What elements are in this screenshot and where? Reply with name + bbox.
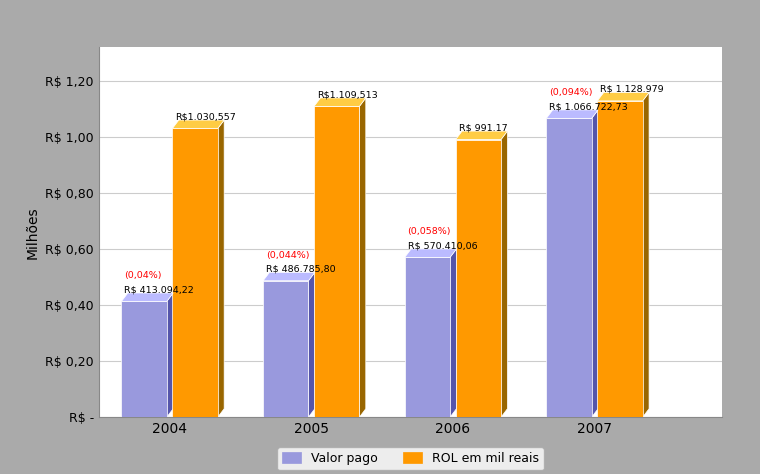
Polygon shape — [597, 92, 649, 101]
Text: R$ 413.094,22: R$ 413.094,22 — [125, 285, 194, 294]
Polygon shape — [122, 301, 166, 417]
Polygon shape — [450, 249, 457, 417]
Polygon shape — [501, 131, 508, 417]
Text: R$ 991.17: R$ 991.17 — [458, 124, 507, 133]
Text: R$1.109,513: R$1.109,513 — [317, 91, 378, 100]
Polygon shape — [218, 120, 224, 417]
Text: (0,04%): (0,04%) — [125, 272, 162, 281]
Polygon shape — [309, 273, 315, 417]
Polygon shape — [546, 118, 592, 417]
Text: (0,044%): (0,044%) — [266, 251, 309, 260]
Polygon shape — [456, 131, 508, 139]
Polygon shape — [546, 110, 598, 118]
Text: R$ 1.066.722,73: R$ 1.066.722,73 — [549, 102, 628, 111]
Polygon shape — [122, 293, 173, 301]
Text: (0,094%): (0,094%) — [549, 88, 593, 97]
Polygon shape — [592, 110, 598, 417]
Text: R$ 1.128.979: R$ 1.128.979 — [600, 85, 663, 94]
Polygon shape — [166, 293, 173, 417]
Polygon shape — [359, 98, 366, 417]
Y-axis label: Milhões: Milhões — [26, 206, 40, 259]
Polygon shape — [597, 101, 643, 417]
Polygon shape — [456, 139, 501, 417]
Polygon shape — [173, 120, 224, 128]
Polygon shape — [173, 128, 218, 417]
Polygon shape — [405, 249, 457, 257]
Text: R$1.030,557: R$1.030,557 — [176, 112, 236, 121]
Text: R$ 570.410,06: R$ 570.410,06 — [407, 241, 477, 250]
Polygon shape — [643, 92, 649, 417]
Legend: Valor pago, ROL em mil reais: Valor pago, ROL em mil reais — [277, 447, 543, 470]
Text: (0,058%): (0,058%) — [407, 228, 451, 237]
Polygon shape — [314, 106, 359, 417]
Text: R$ 486.785,80: R$ 486.785,80 — [266, 265, 336, 274]
Polygon shape — [263, 281, 309, 417]
Polygon shape — [314, 98, 366, 106]
Polygon shape — [263, 273, 315, 281]
Polygon shape — [405, 257, 450, 417]
